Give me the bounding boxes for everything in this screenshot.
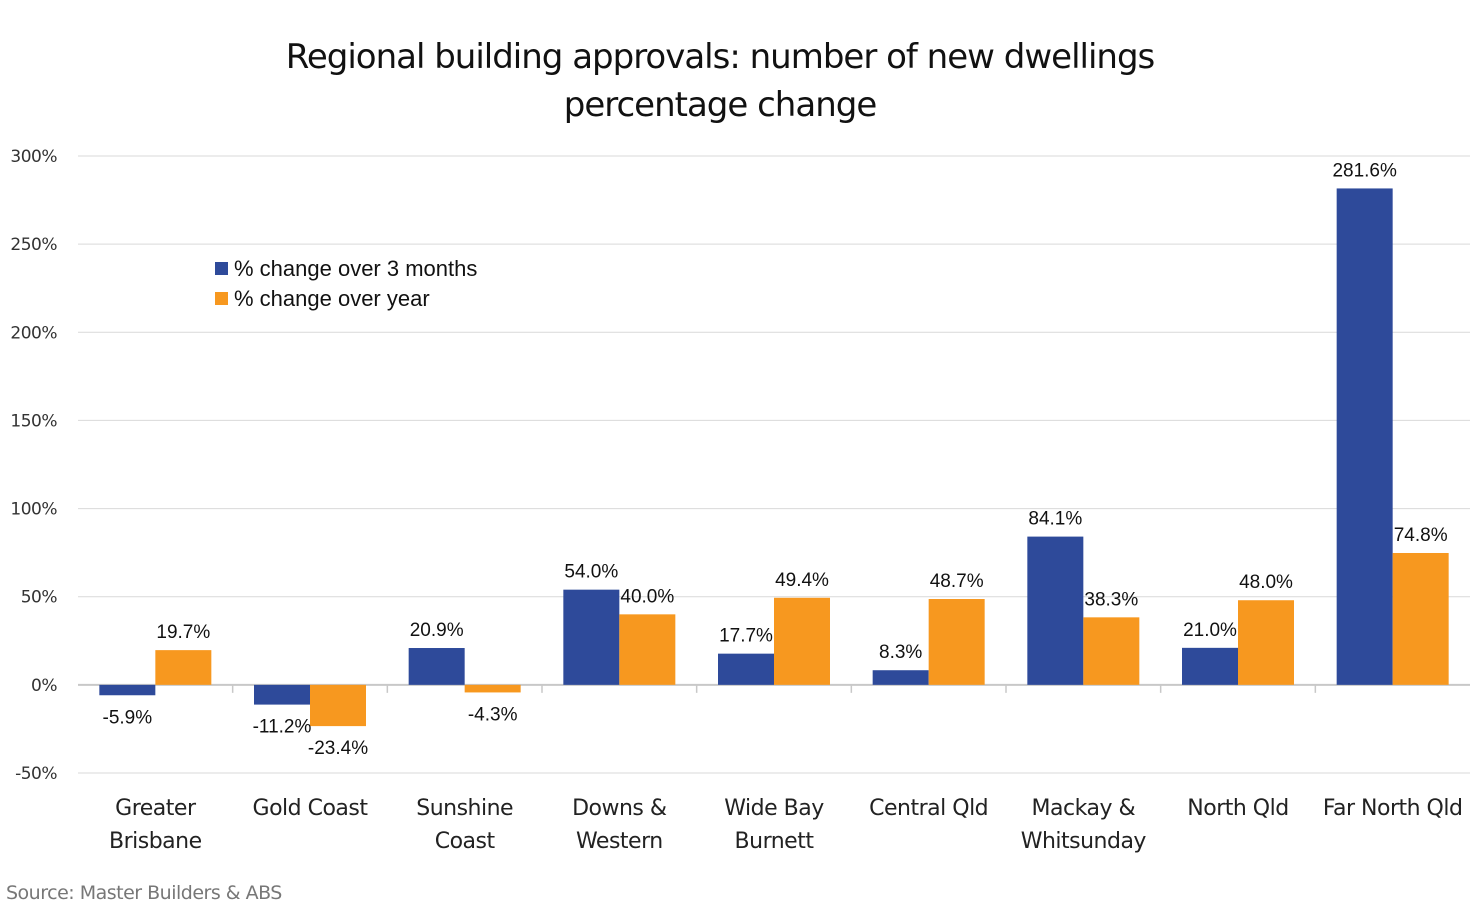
data-label: 48.7% bbox=[930, 571, 984, 592]
y-tick-label: 300% bbox=[10, 147, 57, 167]
data-label: -5.9% bbox=[103, 707, 153, 728]
x-category-label: Greater bbox=[115, 796, 197, 821]
bar-year bbox=[310, 684, 366, 727]
legend-swatch-year bbox=[215, 292, 228, 305]
data-label: 19.7% bbox=[156, 622, 210, 643]
data-label: 8.3% bbox=[879, 642, 922, 663]
bar-3-months bbox=[254, 684, 310, 705]
bar-3-months bbox=[563, 589, 620, 685]
legend-label-3-months: % change over 3 months bbox=[234, 256, 477, 281]
bar-year bbox=[1238, 600, 1294, 685]
x-category-label: Downs & bbox=[572, 796, 667, 821]
x-category-label: Sunshine bbox=[416, 796, 513, 821]
legend-swatch-3-months bbox=[215, 262, 228, 275]
bar-year bbox=[464, 684, 521, 693]
bar-year bbox=[1083, 617, 1140, 685]
bar-3-months bbox=[1336, 188, 1393, 685]
x-category-label: Coast bbox=[435, 829, 496, 854]
y-tick-label: 200% bbox=[10, 323, 57, 343]
bar-3-months bbox=[408, 648, 465, 685]
data-label: -4.3% bbox=[468, 704, 518, 725]
bar-3-months bbox=[1027, 536, 1084, 685]
x-category-label: Burnett bbox=[735, 829, 815, 854]
bar-year bbox=[1392, 552, 1449, 685]
bar-year bbox=[928, 599, 985, 685]
data-label: 38.3% bbox=[1084, 589, 1138, 610]
data-label: 74.8% bbox=[1394, 525, 1448, 546]
x-category-label: Far North Qld bbox=[1323, 796, 1463, 821]
bar-year bbox=[619, 614, 676, 685]
y-tick-label: 250% bbox=[10, 235, 57, 255]
data-label: -11.2% bbox=[253, 717, 312, 738]
chart-title-line-2: percentage change bbox=[564, 85, 877, 125]
y-tick-label: 100% bbox=[10, 500, 57, 520]
data-label: 40.0% bbox=[620, 586, 674, 607]
data-label: 48.0% bbox=[1239, 572, 1293, 593]
x-category-label: Brisbane bbox=[109, 829, 202, 854]
bar-year bbox=[155, 650, 212, 685]
x-category-label: Mackay & bbox=[1032, 796, 1136, 821]
legend: % change over 3 months % change over yea… bbox=[215, 256, 477, 311]
x-category-label: Western bbox=[576, 829, 663, 854]
chart-title-line-1: Regional building approvals: number of n… bbox=[286, 37, 1155, 77]
y-tick-label: -50% bbox=[15, 764, 57, 784]
data-label: 84.1% bbox=[1028, 509, 1082, 530]
x-category-label: Wide Bay bbox=[724, 796, 824, 821]
data-label: 49.4% bbox=[775, 570, 829, 591]
bar-3-months bbox=[99, 684, 156, 696]
x-category-label: Gold Coast bbox=[253, 796, 369, 821]
bar-year bbox=[774, 597, 830, 685]
bar-3-months bbox=[1182, 647, 1238, 685]
legend-label-year: % change over year bbox=[234, 286, 430, 311]
bar-3-months bbox=[718, 653, 774, 685]
data-label: 21.0% bbox=[1183, 620, 1237, 641]
x-category-label: Central Qld bbox=[869, 796, 988, 821]
data-label: 17.7% bbox=[719, 626, 773, 647]
x-category-label: North Qld bbox=[1187, 796, 1288, 821]
data-label: 20.9% bbox=[410, 620, 464, 641]
data-label: 54.0% bbox=[564, 562, 618, 583]
x-category-label: Whitsunday bbox=[1021, 829, 1147, 854]
y-tick-label: 0% bbox=[31, 676, 57, 696]
y-tick-label: 50% bbox=[21, 588, 58, 608]
data-label: 281.6% bbox=[1332, 160, 1397, 181]
bar-3-months bbox=[872, 670, 929, 685]
source-note: Source: Master Builders & ABS bbox=[6, 882, 282, 904]
data-label: -23.4% bbox=[308, 738, 368, 759]
y-tick-label: 150% bbox=[10, 411, 57, 431]
